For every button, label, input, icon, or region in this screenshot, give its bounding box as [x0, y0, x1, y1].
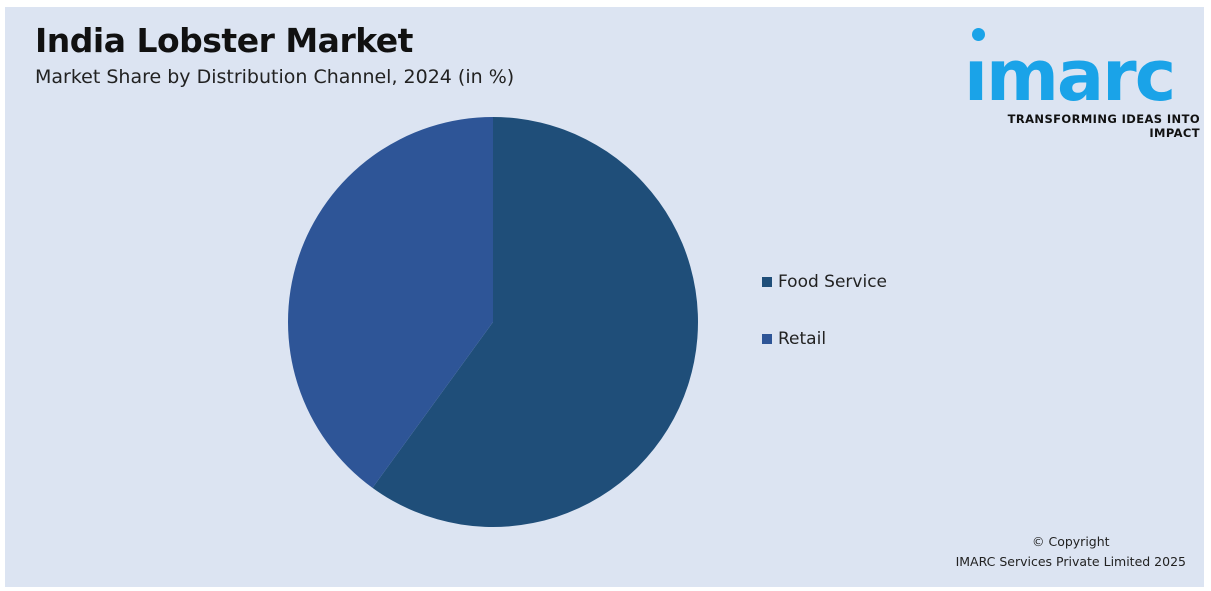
imarc-logo: ımarc TRANSFORMING IDEAS INTO IMPACT [960, 17, 1200, 140]
pie-chart [288, 117, 699, 527]
logo-tagline: TRANSFORMING IDEAS INTO IMPACT [1007, 112, 1200, 140]
legend-item-food-service: Food Service [762, 271, 887, 293]
chart-subtitle: Market Share by Distribution Channel, 20… [35, 66, 515, 88]
chart-frame: India Lobster Market Market Share by Dis… [5, 7, 1204, 587]
logo-dot-icon [972, 28, 985, 41]
pie-slice-retail [288, 117, 493, 488]
chart-title: India Lobster Market [35, 21, 413, 60]
legend-swatch-retail [762, 334, 772, 344]
legend-item-retail: Retail [762, 328, 887, 350]
chart-legend: Food Service Retail [762, 271, 887, 385]
legend-label-food-service: Food Service [778, 272, 887, 292]
copyright-line-1: © Copyright [1032, 534, 1110, 549]
legend-swatch-food-service [762, 277, 772, 287]
copyright-line-2: IMARC Services Private Limited 2025 [955, 554, 1186, 569]
copyright-notice: © Copyright IMARC Services Private Limit… [956, 532, 1186, 572]
legend-label-retail: Retail [778, 329, 827, 349]
logo-wordmark: ımarc [964, 35, 1176, 117]
pie-slice-food-service [372, 117, 699, 527]
